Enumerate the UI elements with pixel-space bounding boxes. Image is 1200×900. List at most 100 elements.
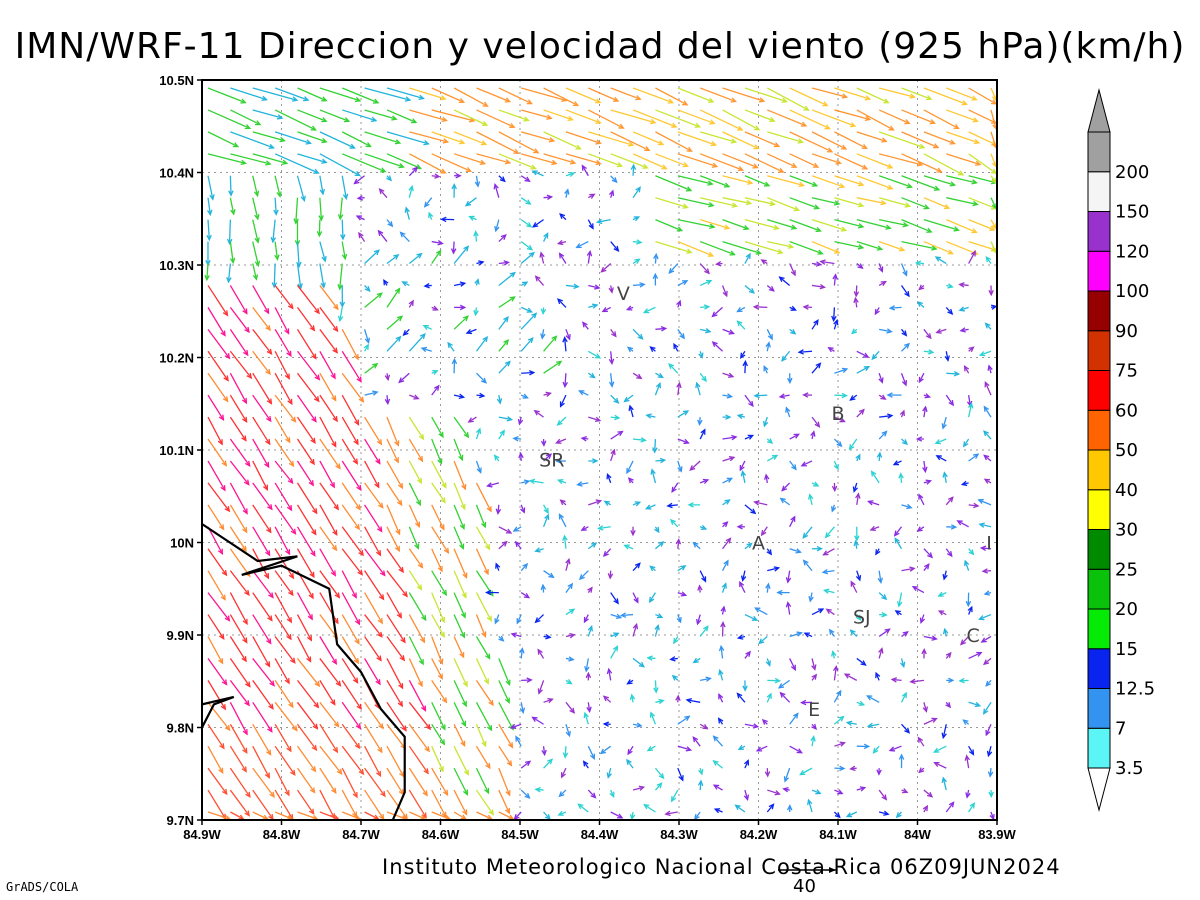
wind-vector-head <box>534 786 541 793</box>
wind-vector <box>945 394 954 406</box>
wind-vector-head <box>863 743 871 750</box>
wind-vector-head <box>308 480 315 487</box>
wind-vector-head <box>224 724 231 732</box>
wind-vector-head <box>626 679 633 685</box>
wind-vector <box>677 460 682 472</box>
wind-vector-head <box>653 252 659 260</box>
wind-vector-head <box>428 211 434 219</box>
wind-vector-head <box>373 249 380 256</box>
wind-vector-head <box>921 647 927 655</box>
wind-vector-head <box>246 372 253 380</box>
wind-vector <box>252 175 259 196</box>
wind-vector <box>498 296 515 308</box>
wind-vector-head <box>931 635 938 641</box>
wind-vector-head <box>380 790 386 798</box>
wind-vector-head <box>242 349 249 357</box>
wind-vector-head <box>790 270 796 277</box>
wind-vector <box>431 87 465 103</box>
wind-vector-head <box>226 238 233 246</box>
wind-vector <box>868 723 880 727</box>
wind-vector <box>520 789 530 799</box>
city-label: A <box>752 533 765 555</box>
wind-vector-head <box>276 191 282 198</box>
wind-vector-head <box>401 281 408 287</box>
wind-vector <box>699 263 710 274</box>
colorbar-segment <box>1087 489 1111 530</box>
wind-vector-head <box>534 275 541 282</box>
wind-vector-head <box>787 243 795 249</box>
wind-vector-head <box>676 381 682 389</box>
wind-vector-head <box>644 146 651 152</box>
wind-vector <box>820 260 835 265</box>
wind-vector <box>878 153 923 166</box>
wind-vector <box>923 240 953 255</box>
wind-vector-head <box>668 362 675 370</box>
wind-vector-head <box>682 162 690 168</box>
wind-vector-head <box>988 791 994 798</box>
wind-vector <box>318 219 321 236</box>
wind-vector <box>297 109 327 122</box>
wind-vector <box>431 636 443 664</box>
wind-vector <box>341 153 386 173</box>
wind-vector-head <box>378 188 385 195</box>
wind-vector-head <box>562 381 568 389</box>
wind-vector-head <box>527 336 534 344</box>
wind-vector <box>274 482 293 511</box>
wind-vector-head <box>746 179 754 185</box>
wind-vector-head <box>375 770 382 778</box>
wind-vector <box>655 327 666 330</box>
wind-vector <box>565 284 579 288</box>
wind-vector-head <box>557 298 563 305</box>
wind-vector <box>945 496 954 506</box>
wind-vector <box>923 87 967 105</box>
wind-vector <box>722 131 759 150</box>
wind-vector-head <box>526 99 533 105</box>
wind-vector-head <box>309 325 316 332</box>
wind-vector-head <box>904 119 911 125</box>
wind-vector <box>565 559 570 571</box>
wind-vector-head <box>925 479 933 485</box>
wind-vector <box>409 87 446 100</box>
wind-vector-head <box>268 143 276 149</box>
wind-vector-head <box>961 100 968 106</box>
wind-vector <box>968 87 997 105</box>
wind-vector <box>207 307 226 336</box>
wind-vector-head <box>802 559 809 566</box>
wind-vector-head <box>660 326 668 332</box>
wind-vector-head <box>730 138 738 144</box>
wind-vector <box>543 131 581 150</box>
wind-vector-head <box>872 747 879 754</box>
wind-vector-head <box>781 485 788 492</box>
wind-vector-head <box>936 167 943 173</box>
wind-vector-head <box>902 631 909 637</box>
wind-vector-head <box>420 346 428 353</box>
wind-vector-head <box>458 139 466 145</box>
wind-vector-head <box>224 615 231 622</box>
wind-vector <box>878 197 910 207</box>
wind-vector-head <box>481 740 487 748</box>
wind-vector <box>900 263 908 276</box>
wind-vector <box>847 721 857 725</box>
wind-vector <box>946 219 977 233</box>
wind-vector <box>584 712 589 725</box>
wind-vector-head <box>953 123 960 130</box>
wind-vector <box>825 526 835 538</box>
wind-vector-head <box>276 114 284 120</box>
wind-vector-head <box>974 160 982 166</box>
wind-vector <box>498 745 512 766</box>
wind-vector-head <box>970 250 976 257</box>
wind-vector-head <box>781 97 788 103</box>
wind-vector <box>252 394 272 422</box>
wind-vector <box>475 504 486 528</box>
wind-vector <box>296 241 300 267</box>
wind-vector <box>229 548 251 577</box>
wind-vector-head <box>639 282 646 288</box>
wind-vector-head <box>339 301 346 308</box>
wind-vector-head <box>796 748 803 754</box>
wind-vector <box>778 679 791 689</box>
wind-vector-head <box>776 589 783 596</box>
wind-vector <box>968 651 982 660</box>
wind-vector-head <box>727 372 735 378</box>
wind-vector <box>364 701 384 729</box>
wind-vector <box>856 657 866 666</box>
